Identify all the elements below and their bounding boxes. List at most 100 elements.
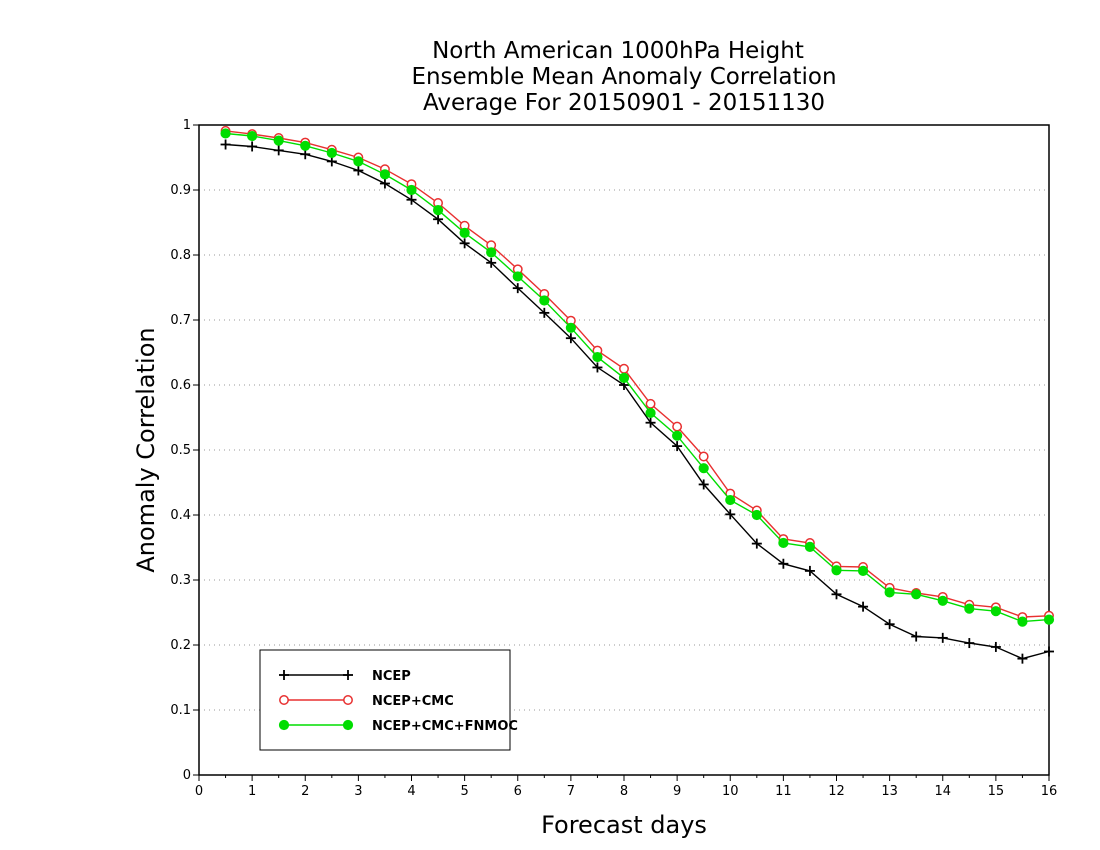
ncep-cmc-fnmoc-point: [698, 463, 709, 474]
ncep-cmc-fnmoc-point: [247, 130, 258, 142]
ncep-cmc-fnmoc-point: [751, 509, 762, 521]
x-tick-label: 2: [301, 784, 309, 799]
legend-label-ncep-cmc: NCEP+CMC: [372, 694, 454, 709]
y-axis-label: Anomaly Correlation: [132, 327, 160, 572]
ncep-cmc-fnmoc-point: [725, 494, 736, 506]
y-tick-label: 0.7: [170, 313, 191, 328]
ncep-point: [964, 638, 975, 649]
x-tick-label: 15: [988, 784, 1005, 799]
ncep-point: [804, 565, 815, 576]
axis-ticks: 00.10.20.30.40.50.60.70.80.910 1 2 3 4 5 6 7 8 9 1…: [170, 118, 1057, 799]
x-tick-label: 4: [407, 784, 415, 799]
x-tick-label: 6: [514, 784, 522, 799]
ncep-cmc-point: [619, 363, 629, 374]
y-tick-label: 0.2: [170, 638, 191, 653]
ncep-point: [539, 307, 550, 318]
legend-ncep-cmc-fnmoc-start-point: [278, 719, 290, 731]
y-tick-label: 0.9: [170, 183, 191, 198]
legend-item-ncep: NCEP: [279, 669, 411, 684]
y-tick-label: 0.4: [170, 508, 191, 523]
ncep-point: [645, 417, 656, 428]
chart-title-line-3: Average For 20150901 - 20151130: [423, 90, 825, 116]
x-tick-label: 9: [673, 784, 681, 799]
ncep-cmc-fnmoc-point: [831, 565, 842, 576]
x-tick-label: 16: [1041, 784, 1058, 799]
ncep-point: [1044, 646, 1054, 657]
x-axis-label: Forecast days: [541, 811, 707, 839]
ncep-cmc-fnmoc-point: [379, 169, 391, 180]
ncep-cmc-fnmoc-point: [857, 565, 869, 577]
ncep-cmc-fnmoc-point: [1017, 616, 1028, 627]
ncep-point: [273, 145, 284, 156]
x-tick-label: 11: [775, 784, 792, 799]
x-tick-label: 0: [195, 784, 203, 799]
ncep-point: [433, 214, 444, 225]
y-tick-label: 0.1: [170, 703, 191, 718]
legend-item-ncep-cmc-fnmoc: NCEP+CMC+FNMOC: [278, 719, 518, 734]
ncep-point: [486, 257, 497, 268]
series-line-ncep: [225, 143, 1050, 660]
x-tick-label: 14: [934, 784, 951, 799]
ncep-cmc-fnmoc-point: [512, 271, 523, 282]
ncep-cmc-fnmoc-point: [672, 430, 683, 441]
series-ncep: [220, 139, 1054, 664]
ncep-cmc-fnmoc-point: [804, 541, 816, 552]
ncep-point: [220, 139, 231, 150]
ncep-point: [884, 619, 895, 630]
ncep-point: [353, 165, 364, 176]
series-line-ncep-cmc-fnmoc: [225, 132, 1050, 623]
x-tick-label: 7: [567, 784, 575, 799]
gridlines: [199, 189, 1049, 711]
x-tick-label: 12: [828, 784, 845, 799]
x-tick-label: 1: [248, 784, 256, 799]
ncep-point: [1017, 653, 1028, 664]
ncep-cmc-fnmoc-point: [645, 407, 656, 419]
legend-ncep-cmc-end-point: [343, 695, 353, 705]
legend-ncep-cmc-fnmoc-end-point: [342, 719, 354, 731]
ncep-point: [990, 641, 1001, 652]
series-ncep-cmc-fnmoc: [220, 128, 1055, 627]
legend-label-ncep-cmc-fnmoc: NCEP+CMC+FNMOC: [372, 719, 518, 734]
ncep-point: [300, 149, 311, 160]
ncep-cmc-fnmoc-point: [273, 135, 284, 146]
ncep-cmc-fnmoc-point: [1043, 614, 1055, 625]
legend: NCEP NCEP+CMC NCEP+CMC+FNMOC: [259, 649, 518, 751]
ncep-point: [406, 194, 417, 205]
ncep-cmc-fnmoc-point: [565, 322, 576, 333]
ncep-cmc-point: [672, 421, 683, 432]
ncep-cmc-fnmoc-point: [300, 140, 311, 151]
ncep-cmc-fnmoc-point: [618, 372, 630, 383]
ncep-point: [512, 283, 523, 294]
y-tick-label: 0.3: [170, 573, 191, 588]
legend-ncep-end-point: [343, 670, 353, 680]
x-tick-label: 3: [354, 784, 362, 799]
y-tick-label: 0.6: [170, 378, 191, 393]
ncep-cmc-fnmoc-point: [459, 227, 470, 238]
ncep-point: [725, 509, 736, 520]
ncep-point: [672, 441, 683, 452]
ncep-point: [247, 141, 258, 152]
ncep-point: [379, 178, 390, 189]
ncep-point: [937, 632, 948, 643]
legend-label-ncep: NCEP: [372, 669, 411, 684]
y-tick-label: 0: [183, 768, 191, 783]
ncep-cmc-fnmoc-point: [406, 184, 417, 196]
ncep-point: [565, 333, 576, 344]
legend-ncep-start-point: [279, 670, 289, 680]
legend-items: NCEP NCEP+CMC NCEP+CMC+FNMOC: [278, 669, 518, 734]
ncep-point: [858, 601, 869, 612]
chart-title: North American 1000hPa Height Ensemble M…: [411, 38, 836, 116]
series-ncep-cmc: [220, 125, 1054, 622]
ncep-cmc-fnmoc-point: [937, 595, 948, 606]
ncep-cmc-point: [645, 398, 656, 409]
ncep-point: [911, 631, 922, 642]
x-tick-label: 13: [881, 784, 898, 799]
ncep-cmc-fnmoc-point: [432, 205, 444, 216]
ncep-cmc-fnmoc-point: [964, 603, 975, 614]
series-line-ncep-cmc: [225, 130, 1050, 618]
ncep-cmc-fnmoc-point: [326, 147, 337, 159]
y-tick-label: 0.8: [170, 248, 191, 263]
chart-title-line-1: North American 1000hPa Height: [432, 38, 804, 64]
ncep-cmc-fnmoc-point: [592, 351, 603, 363]
